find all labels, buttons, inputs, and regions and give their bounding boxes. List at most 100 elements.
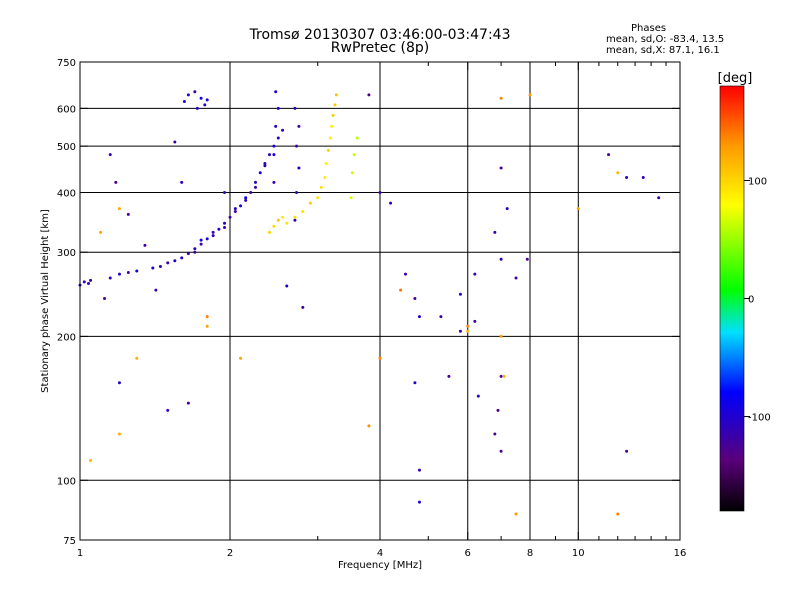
echo-point <box>293 106 297 110</box>
y-tick-label: 100 <box>57 476 76 487</box>
echo-point <box>182 100 186 104</box>
x-tick-label: 6 <box>465 548 471 559</box>
echo-point <box>186 93 190 97</box>
echo-point <box>108 276 112 280</box>
colorbar-tick-label: -100 <box>748 413 771 424</box>
echo-point <box>186 401 190 405</box>
echo-point <box>367 93 371 97</box>
echo-point <box>239 356 243 360</box>
x-tick-label: 10 <box>572 548 585 559</box>
echo-point <box>135 356 139 360</box>
echo-point <box>333 103 337 107</box>
echo-point <box>151 266 155 270</box>
echo-point <box>378 190 382 194</box>
echo-point <box>263 161 267 165</box>
echo-point <box>193 247 197 251</box>
echo-point <box>233 207 237 211</box>
echo-point <box>205 324 209 328</box>
echo-point <box>326 148 330 152</box>
echo-point <box>199 242 203 246</box>
echo-point <box>82 280 86 284</box>
echo-point <box>211 234 215 238</box>
echo-point <box>378 356 382 360</box>
echo-point <box>272 153 276 157</box>
echo-point <box>293 218 297 222</box>
colorbar-tick-label: 100 <box>748 176 767 187</box>
echo-point <box>625 449 629 453</box>
echo-point <box>211 230 215 234</box>
echo-point <box>272 180 276 184</box>
echo-point <box>319 185 323 189</box>
echo-point <box>274 124 278 128</box>
echo-point <box>324 161 328 165</box>
echo-point <box>205 98 209 102</box>
echo-point <box>205 315 209 319</box>
echo-point <box>89 278 93 282</box>
y-axis-label: Stationary phase Virtual Height [km] <box>40 209 51 393</box>
echo-point <box>297 124 301 128</box>
echo-point <box>86 282 90 286</box>
echo-point <box>493 230 497 234</box>
echo-point <box>274 90 278 94</box>
x-tick-label: 16 <box>674 548 687 559</box>
echo-point <box>616 171 620 175</box>
colorbar <box>719 85 745 512</box>
echo-point <box>99 230 103 234</box>
echo-point <box>293 215 297 219</box>
x-tick-label: 1 <box>77 548 83 559</box>
y-tick-label: 200 <box>57 332 76 343</box>
echo-point <box>117 432 121 436</box>
echo-point <box>223 221 227 225</box>
echo-point <box>641 175 645 179</box>
echo-point <box>249 190 253 194</box>
echo-point <box>458 329 462 333</box>
echo-point <box>103 297 107 301</box>
echo-point <box>180 180 184 184</box>
echo-point <box>352 153 356 157</box>
echo-point <box>203 103 207 107</box>
y-tick-label: 750 <box>57 58 76 69</box>
echo-point <box>625 175 629 179</box>
stats-o-mode: mean, sd,O: -83.4, 13.5 <box>606 34 725 45</box>
echo-point <box>525 257 529 261</box>
y-tick-label: 600 <box>57 104 76 115</box>
echo-point <box>514 276 518 280</box>
x-tick-label: 2 <box>227 548 233 559</box>
echo-point <box>466 329 470 333</box>
echo-point <box>135 269 139 273</box>
echo-point <box>267 230 271 234</box>
echo-point <box>476 394 480 398</box>
echo-point <box>228 215 232 219</box>
echo-point <box>295 144 299 148</box>
echo-point <box>281 128 285 132</box>
echo-point <box>323 175 327 179</box>
echo-point <box>466 324 470 328</box>
echo-point <box>330 124 334 128</box>
echo-point <box>285 284 289 288</box>
echo-point <box>193 250 197 254</box>
echo-point <box>193 90 197 94</box>
echo-point <box>173 259 177 263</box>
echo-point <box>233 210 237 214</box>
colorbar-unit-label: [deg] <box>718 71 753 86</box>
echo-point <box>417 315 421 319</box>
echo-point <box>276 218 280 222</box>
echo-point <box>89 458 93 462</box>
y-tick-label: 300 <box>57 248 76 259</box>
echo-point <box>496 408 500 412</box>
echo-point <box>253 185 257 189</box>
echo-point <box>154 288 158 292</box>
echo-point <box>349 196 353 200</box>
echo-point <box>186 252 190 256</box>
echo-point <box>281 215 285 219</box>
y-tick-label: 75 <box>63 536 76 547</box>
y-tick-label: 500 <box>57 142 76 153</box>
echo-point <box>263 164 267 168</box>
echo-point <box>367 424 371 428</box>
echo-point <box>108 153 112 157</box>
echo-point <box>616 512 620 516</box>
echo-point <box>205 237 209 241</box>
echo-point <box>417 500 421 504</box>
echo-point <box>607 153 611 157</box>
echo-point <box>143 243 147 247</box>
